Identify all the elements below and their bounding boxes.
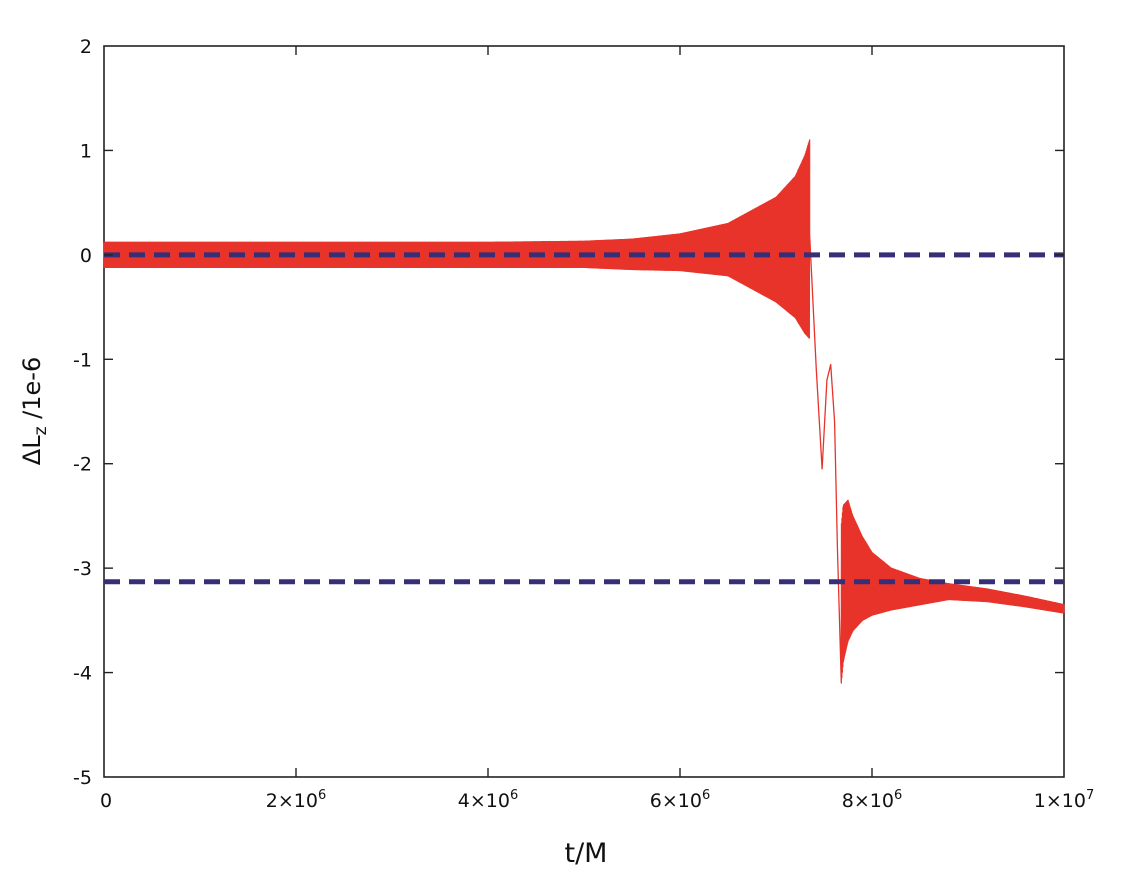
y-axis-title-symbol: ΔL — [18, 435, 46, 465]
x-tick-label: 0 — [100, 790, 112, 812]
y-tick-label: -1 — [73, 349, 92, 371]
plot-frame — [103, 45, 1065, 778]
x-tick-label: 6×106 — [650, 788, 710, 812]
x-axis-title: t/M — [565, 838, 608, 869]
x-tick-label: 8×106 — [842, 788, 902, 812]
x-tick-label: 4×106 — [458, 788, 518, 812]
y-tick-label: 0 — [80, 245, 92, 267]
svg-text:ΔLz /1e-6: ΔLz /1e-6 — [18, 357, 51, 465]
tick-labels: 2 1 0 -1 -2 -3 -4 -5 0 2×106 4×106 6×106 8×106 1×107 — [73, 36, 1094, 812]
y-axis-title-suffix: /1e-6 — [18, 357, 46, 427]
y-axis-title: ΔLz /1e-6 — [18, 357, 51, 465]
y-tick-label: -4 — [73, 663, 92, 685]
x-tick-label: 1×107 — [1034, 788, 1094, 812]
y-tick-label: -2 — [73, 454, 92, 476]
ticks — [104, 46, 1064, 777]
y-axis-title-subscript: z — [31, 426, 51, 435]
reference-lines — [104, 252, 1064, 585]
series-delta-lz-line — [103, 139, 1065, 684]
y-tick-label: 2 — [80, 36, 92, 58]
series-layer — [103, 139, 1065, 684]
x-tick-label: 2×106 — [266, 788, 326, 812]
y-tick-label: -3 — [73, 558, 92, 580]
y-tick-label: 1 — [80, 140, 92, 162]
y-tick-label: -5 — [73, 767, 92, 789]
